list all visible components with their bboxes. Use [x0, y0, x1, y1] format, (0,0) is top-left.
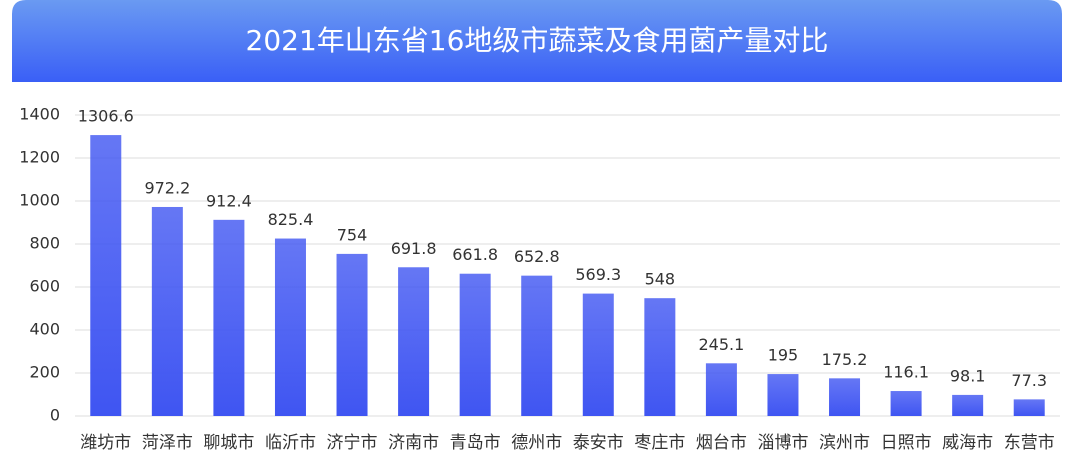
value-label: 912.4 [206, 191, 252, 210]
bar [274, 238, 306, 416]
value-label: 1306.6 [78, 107, 134, 126]
x-tick-label: 德州市 [511, 433, 562, 453]
bar [336, 253, 368, 416]
title-banner [12, 0, 1062, 82]
x-tick-label: 济南市 [388, 433, 439, 453]
bar [90, 135, 122, 416]
x-tick-label: 济宁市 [327, 433, 378, 453]
y-tick-label: 0 [50, 406, 60, 425]
x-tick-label: 潍坊市 [80, 433, 131, 453]
value-label: 754 [337, 225, 368, 244]
value-label: 77.3 [1011, 371, 1047, 390]
y-tick-label: 400 [29, 320, 60, 339]
bar [459, 273, 491, 416]
bar [644, 298, 676, 416]
y-tick-label: 600 [29, 277, 60, 296]
bar [1013, 399, 1045, 416]
bar [705, 363, 737, 416]
bar [952, 394, 984, 416]
value-label: 175.2 [822, 350, 868, 369]
x-tick-label: 日照市 [881, 433, 932, 453]
x-tick-label: 临沂市 [265, 433, 316, 453]
value-label: 569.3 [575, 265, 621, 284]
bar [213, 219, 245, 416]
x-tick-label: 菏泽市 [142, 433, 193, 453]
y-tick-label: 1400 [19, 105, 60, 124]
bar [890, 391, 922, 416]
value-label: 825.4 [268, 210, 314, 229]
x-tick-label: 烟台市 [696, 433, 747, 453]
x-tick-label: 东营市 [1004, 433, 1055, 453]
value-label: 661.8 [452, 245, 498, 264]
x-tick-label: 泰安市 [573, 433, 624, 453]
bar [398, 267, 430, 416]
value-label: 195 [768, 346, 799, 365]
y-tick-label: 1200 [19, 148, 60, 167]
bar [829, 378, 861, 416]
value-label: 972.2 [144, 178, 190, 197]
x-tick-label: 青岛市 [450, 433, 501, 453]
bar [151, 206, 183, 416]
value-label: 691.8 [391, 239, 437, 258]
value-label: 548 [645, 270, 676, 289]
x-tick-label: 枣庄市 [634, 433, 685, 453]
bar [767, 374, 799, 416]
y-tick-label: 200 [29, 363, 60, 382]
value-label: 98.1 [950, 366, 986, 385]
bar [521, 275, 553, 416]
y-tick-label: 800 [29, 234, 60, 253]
value-label: 245.1 [699, 335, 745, 354]
value-label: 116.1 [883, 363, 929, 382]
x-tick-label: 威海市 [942, 433, 993, 453]
value-label: 652.8 [514, 247, 560, 266]
y-tick-label: 1000 [19, 191, 60, 210]
bar [582, 293, 614, 416]
x-tick-label: 聊城市 [203, 433, 254, 453]
x-tick-label: 淄博市 [757, 433, 808, 453]
x-tick-label: 滨州市 [819, 433, 870, 453]
chart-title: 2021年山东省16地级市蔬菜及食用菌产量对比 [246, 24, 829, 57]
